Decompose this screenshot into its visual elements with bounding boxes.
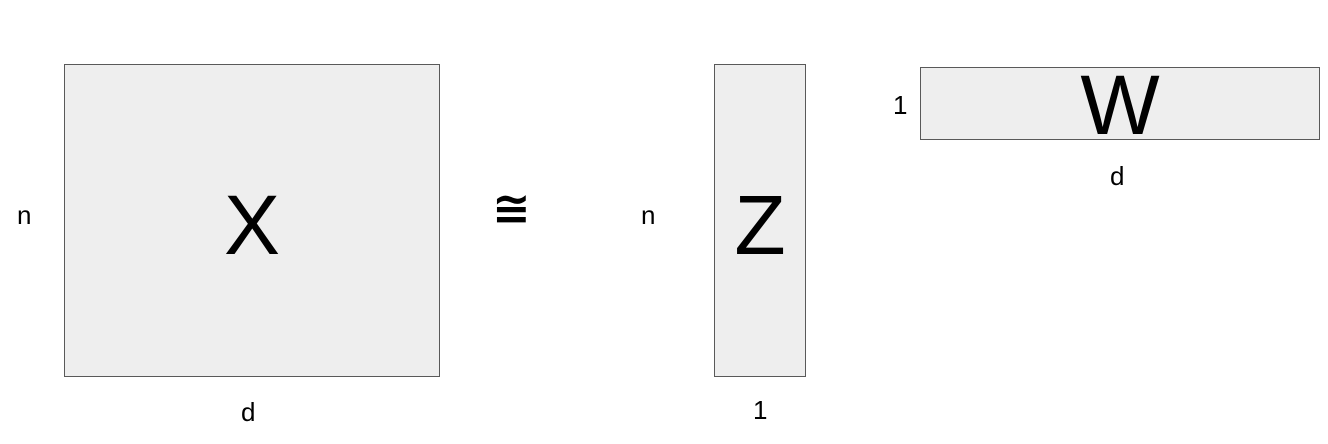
w-rows-dimension-label: 1	[893, 90, 908, 120]
z-cols-dimension-label: 1	[753, 395, 768, 425]
matrix-z: Z	[714, 64, 806, 377]
x-cols-dimension-label: d	[241, 397, 256, 427]
matrix-w-label: W	[1080, 57, 1160, 152]
matrix-x-label: X	[223, 177, 281, 272]
matrix-z-label: Z	[734, 177, 786, 272]
matrix-w: W	[920, 63, 1320, 147]
matrix-x: X	[64, 64, 440, 377]
approx-equal-symbol: ≅	[492, 181, 531, 235]
w-cols-dimension-label: d	[1110, 161, 1125, 191]
z-rows-dimension-label: n	[641, 200, 656, 230]
x-rows-dimension-label: n	[17, 200, 32, 230]
